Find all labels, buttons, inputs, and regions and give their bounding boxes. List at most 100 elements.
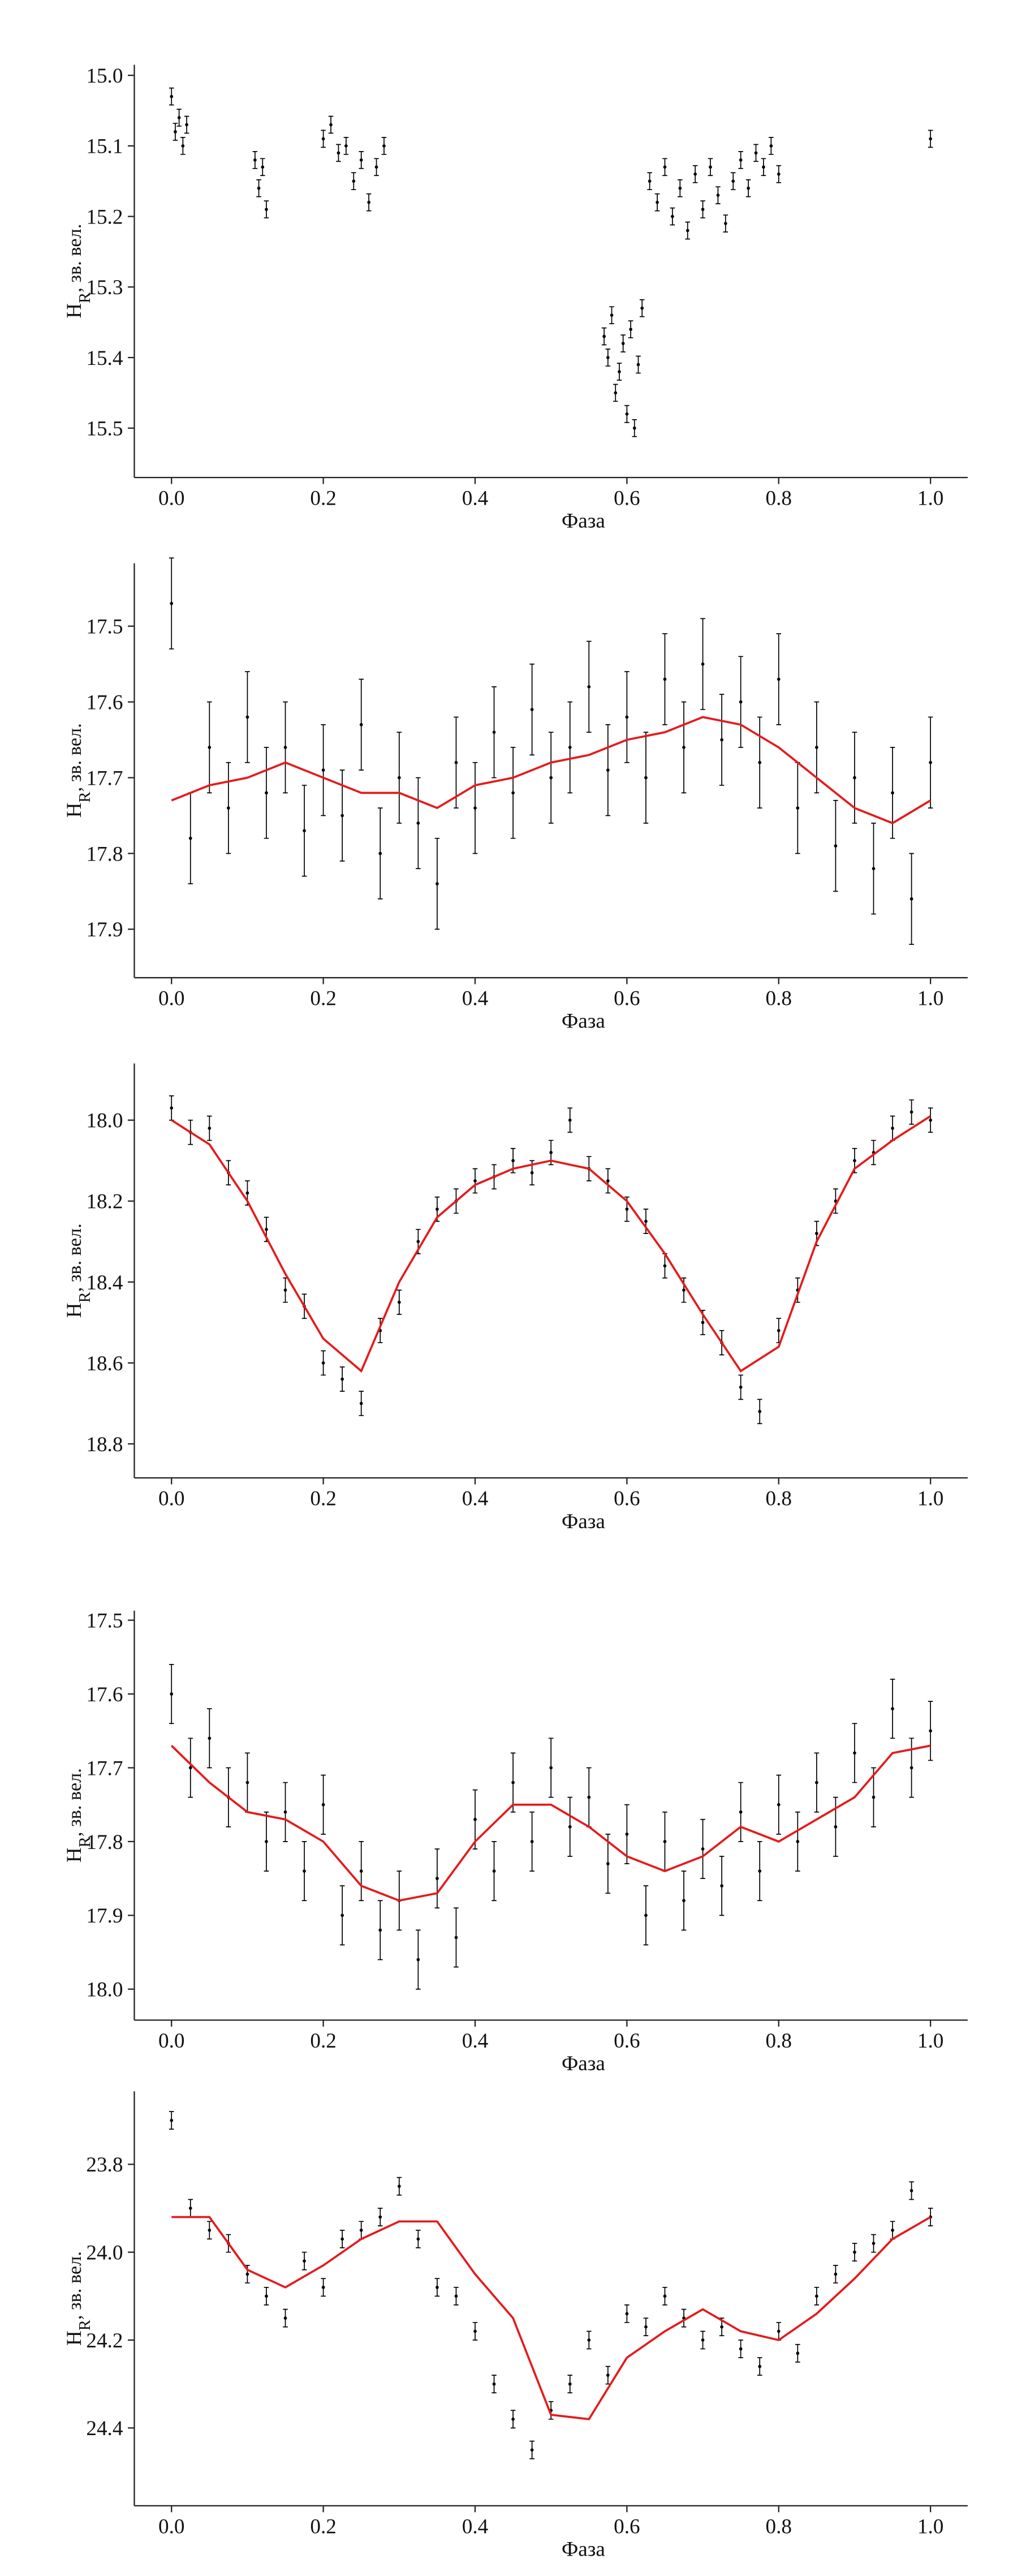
data-point [245, 2272, 249, 2276]
data-point [625, 1207, 629, 1211]
data-point [814, 746, 818, 749]
data-point [834, 1825, 838, 1829]
data-point [511, 1159, 515, 1163]
data-point [909, 1766, 913, 1770]
y-tick-label: 18.6 [86, 1352, 123, 1375]
data-point [257, 186, 261, 190]
x-tick-label: 0.4 [462, 2515, 489, 2538]
data-point [663, 2294, 667, 2298]
data-point [663, 1264, 667, 1268]
data-point [777, 2329, 781, 2333]
data-point [796, 806, 800, 810]
x-tick-label: 0.6 [614, 1487, 640, 1511]
data-point [814, 2294, 818, 2298]
y-tick-label: 17.7 [86, 1757, 123, 1780]
data-point [814, 1232, 818, 1235]
y-label-sub: R [76, 2319, 94, 2330]
y-axis-label: HR, зв. вел. [63, 1223, 94, 1318]
x-tick-label: 0.4 [462, 987, 489, 1010]
data-point [454, 760, 458, 764]
y-label-main: H [63, 2330, 86, 2346]
data-point [185, 123, 188, 127]
data-point [644, 1219, 648, 1223]
data-point [188, 1766, 192, 1770]
data-point [303, 2259, 306, 2263]
y-tick-label: 17.6 [86, 1683, 123, 1706]
x-axis-label: Фаза [562, 510, 605, 533]
data-point [188, 2207, 192, 2210]
data-point [283, 1810, 287, 1814]
x-tick-label: 1.0 [917, 487, 943, 510]
data-point [587, 2338, 591, 2342]
y-tick-label: 18.8 [86, 1433, 123, 1456]
data-point [530, 2448, 534, 2452]
data-point [303, 1869, 306, 1873]
panel: 0.0 0.2 0.4 0.6 0.8 1.0 17.5 17.6 17.7 17.8 17.9 18… [63, 1610, 968, 2075]
data-point [352, 179, 356, 183]
data-point [253, 158, 257, 162]
data-point [656, 200, 659, 204]
y-label-sub: R [76, 791, 94, 802]
data-point [454, 2294, 458, 2298]
data-point [416, 1240, 420, 1244]
y-label-sub: R [76, 292, 94, 303]
y-tick-label: 15.0 [86, 64, 123, 88]
data-point [587, 685, 591, 689]
data-point [340, 814, 344, 818]
data-point [853, 1751, 856, 1755]
data-point [261, 165, 265, 169]
data-point [344, 144, 348, 148]
data-point [181, 144, 185, 148]
y-tick-label: 24.4 [86, 2417, 123, 2440]
data-point [606, 356, 610, 359]
data-point [436, 1207, 439, 1211]
y-label-rest: , зв. вел. [64, 723, 85, 792]
data-point [340, 1377, 344, 1381]
y-tick-label: 17.5 [86, 616, 123, 639]
data-point [777, 1803, 781, 1807]
data-point [891, 1707, 894, 1711]
data-point [549, 1151, 553, 1154]
data-point [473, 1817, 477, 1821]
data-point [909, 897, 913, 901]
data-point [170, 94, 174, 98]
data-point [621, 342, 625, 345]
data-point [530, 1840, 534, 1843]
y-label-sub: R [76, 1292, 94, 1303]
data-point [606, 1862, 610, 1865]
y-tick-label: 17.6 [86, 691, 123, 715]
data-point [188, 836, 192, 840]
data-point [473, 806, 477, 810]
data-point [663, 677, 667, 681]
data-point [568, 1118, 572, 1122]
data-point [747, 186, 750, 190]
data-point [492, 1869, 496, 1873]
data-point [321, 1361, 325, 1365]
data-point [769, 144, 773, 148]
data-point [618, 370, 621, 373]
x-tick-label: 0.2 [310, 1487, 336, 1511]
data-point [701, 2338, 705, 2342]
data-point [378, 2215, 382, 2219]
x-tick-label: 0.2 [310, 487, 336, 510]
data-point [648, 179, 652, 183]
data-point [709, 165, 712, 169]
data-point [701, 1847, 705, 1851]
x-tick-label: 0.8 [766, 487, 792, 510]
data-point [739, 2347, 743, 2351]
data-point [872, 2242, 876, 2246]
data-point [632, 426, 636, 430]
data-point [929, 1729, 932, 1733]
data-point [265, 791, 268, 795]
data-point [530, 708, 534, 711]
data-point [568, 1825, 572, 1829]
data-point [378, 1928, 382, 1932]
data-point [321, 768, 325, 772]
data-point [492, 730, 496, 734]
data-point [602, 334, 606, 338]
data-point [739, 700, 743, 704]
data-point [170, 1692, 174, 1696]
x-axis-label: Фаза [562, 1010, 605, 1033]
